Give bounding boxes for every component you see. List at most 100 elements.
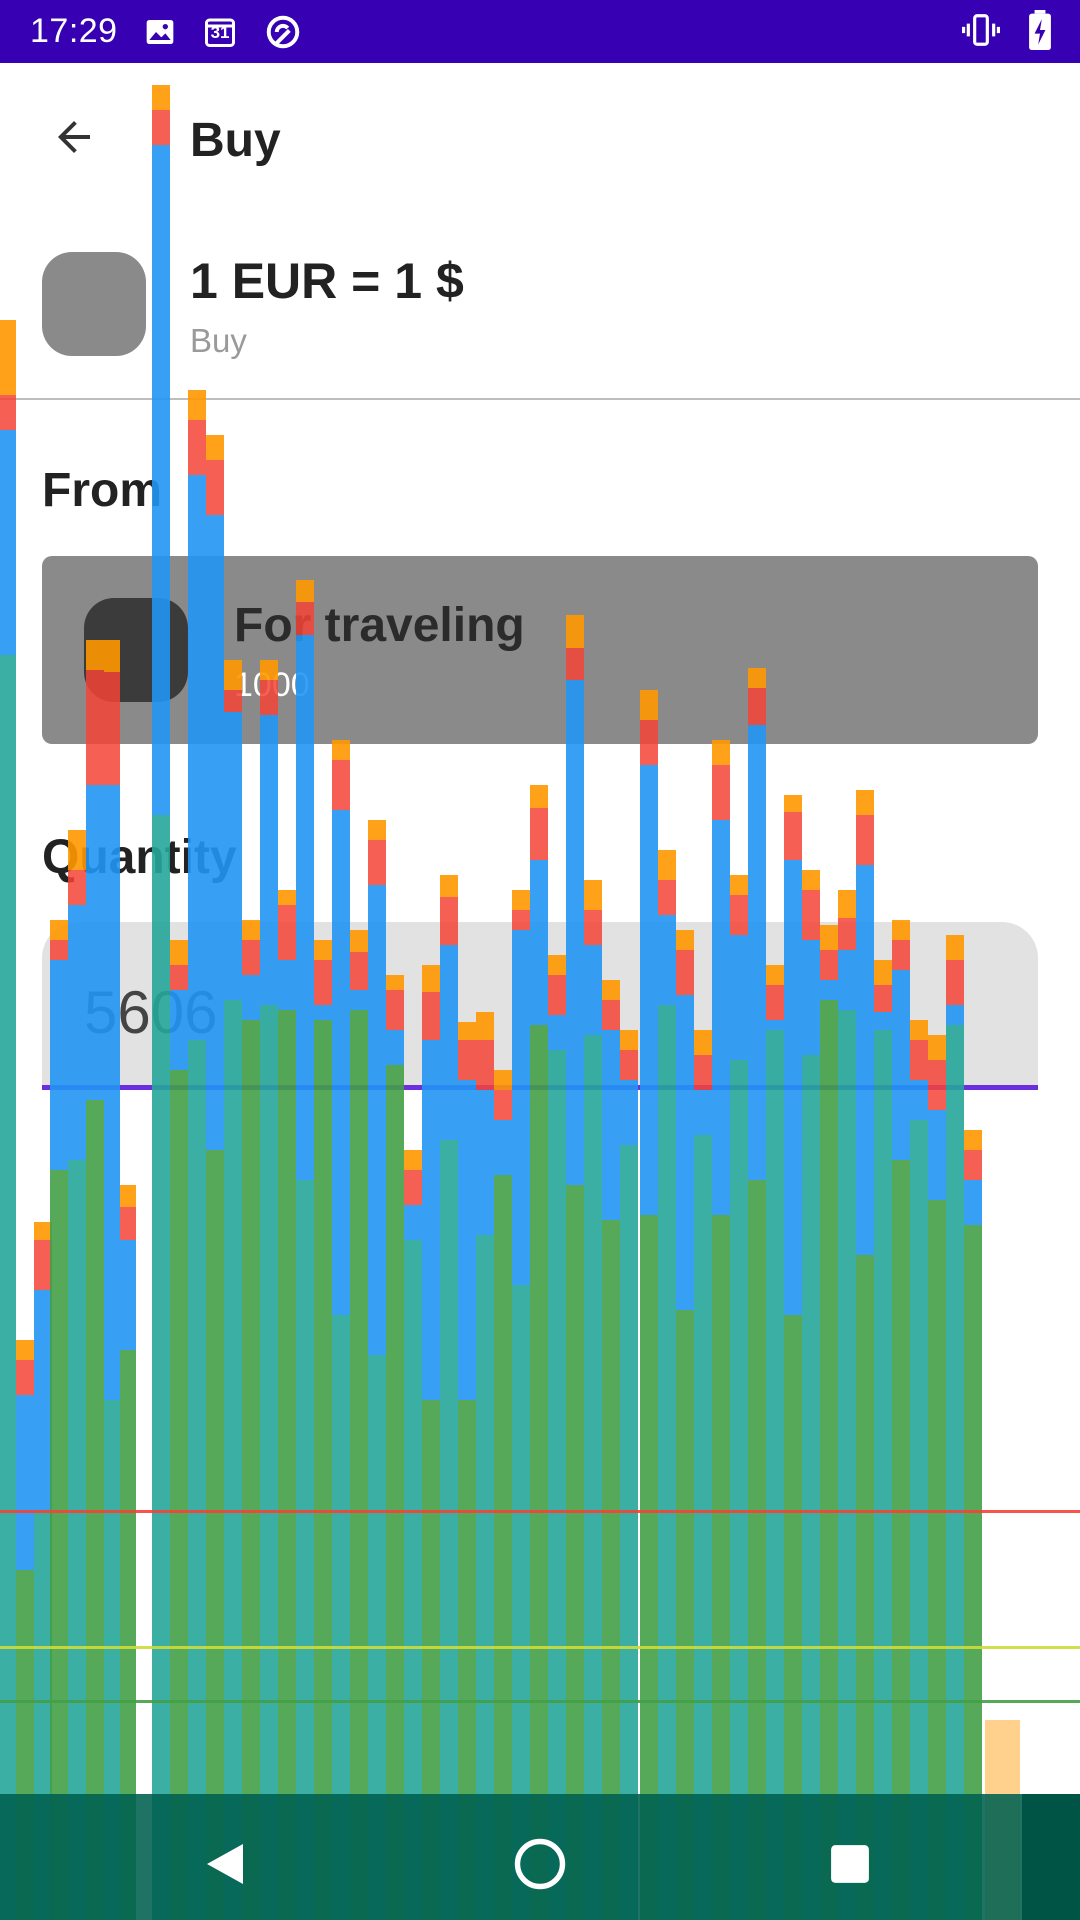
overlay-bar-green bbox=[0, 655, 16, 1920]
overlay-line-red bbox=[0, 1510, 1080, 1513]
overlay-bar-red bbox=[206, 460, 224, 515]
overlay-bar-orange bbox=[404, 1150, 422, 1170]
overlay-line-green bbox=[0, 1700, 1080, 1703]
overlay-bar-orange bbox=[856, 790, 874, 815]
overlay-bar-blue bbox=[34, 1290, 52, 1510]
overlay-bar-red bbox=[784, 812, 802, 860]
account-avatar bbox=[84, 598, 188, 702]
overlay-bar-blue bbox=[120, 1240, 136, 1350]
from-account-card[interactable]: For traveling 1000 bbox=[42, 556, 1038, 744]
divider bbox=[0, 398, 1080, 400]
overlay-bar-blue bbox=[476, 1090, 494, 1235]
overlay-bar-red bbox=[658, 880, 676, 915]
overlay-bar-green bbox=[820, 1000, 838, 1920]
quantity-label: Quantity bbox=[42, 831, 237, 884]
sync-icon bbox=[264, 13, 302, 51]
app-bar: Buy bbox=[0, 63, 1080, 211]
recents-square-icon bbox=[831, 1845, 869, 1883]
overlay-bar-green bbox=[260, 1005, 278, 1920]
overlay-bar-green bbox=[188, 1040, 206, 1920]
home-circle-icon bbox=[514, 1838, 566, 1890]
overlay-bar-red bbox=[368, 840, 386, 885]
status-time: 17:29 bbox=[30, 12, 118, 50]
overlay-bar-blue bbox=[694, 1090, 712, 1135]
overlay-bar-orange bbox=[530, 785, 548, 808]
vibrate-icon bbox=[962, 11, 1000, 54]
overlay-bar-green bbox=[802, 1055, 820, 1920]
overlay-bar-orange bbox=[512, 890, 530, 910]
overlay-bar-orange bbox=[440, 875, 458, 897]
overlay-bar-orange bbox=[188, 390, 206, 420]
overlay-bar-blue bbox=[0, 430, 16, 655]
nav-recents-button[interactable] bbox=[810, 1824, 890, 1904]
back-button[interactable] bbox=[42, 105, 106, 169]
overlay-bar-orange bbox=[802, 870, 820, 890]
overlay-bar-green bbox=[730, 1060, 748, 1920]
arrow-back-icon bbox=[58, 121, 90, 153]
quantity-value: 5606 bbox=[84, 979, 218, 1046]
overlay-bar-blue bbox=[422, 1040, 440, 1400]
quantity-input-underline bbox=[42, 1085, 1038, 1090]
navigation-bar bbox=[0, 1794, 1080, 1920]
overlay-bar-green bbox=[170, 1070, 188, 1920]
overlay-bar-orange bbox=[0, 320, 16, 395]
overlay-bar-orange bbox=[34, 1222, 52, 1240]
overlay-bar-red bbox=[712, 765, 730, 820]
overlay-bar-green bbox=[530, 1025, 548, 1920]
overlay-bar-green bbox=[584, 1035, 602, 1920]
account-name: For traveling bbox=[234, 599, 525, 652]
overlay-bar-green bbox=[874, 1030, 892, 1920]
overlay-bar-red bbox=[404, 1170, 422, 1205]
overlay-bar-blue bbox=[928, 1110, 946, 1200]
overlay-bar-green bbox=[658, 1005, 676, 1920]
overlay-bar-green bbox=[946, 1025, 964, 1920]
overlay-bar-green bbox=[386, 1065, 404, 1920]
overlay-bar-orange bbox=[784, 795, 802, 812]
exchange-rate-subtitle: Buy bbox=[190, 322, 247, 359]
overlay-line-lime bbox=[0, 1646, 1080, 1649]
from-label: From bbox=[42, 464, 162, 517]
overlay-bar-blue bbox=[494, 1120, 512, 1175]
overlay-bar-green bbox=[314, 1020, 332, 1920]
quantity-input[interactable]: 5606 bbox=[42, 922, 1038, 1088]
overlay-bar-red bbox=[494, 1090, 512, 1120]
overlay-bar-red bbox=[0, 395, 16, 430]
overlay-bar-orange bbox=[120, 1185, 136, 1207]
overlay-bar-green bbox=[224, 1000, 242, 1920]
overlay-bar-red bbox=[332, 760, 350, 810]
status-bar: 17:29 31 bbox=[0, 0, 1080, 63]
overlay-bar-red bbox=[120, 1207, 136, 1240]
overlay-bar-green bbox=[766, 1030, 784, 1920]
overlay-bar-green bbox=[838, 1010, 856, 1920]
overlay-bar-blue bbox=[458, 1080, 476, 1400]
overlay-bar-orange bbox=[16, 1340, 34, 1360]
overlay-bar-red bbox=[856, 815, 874, 865]
calendar-day: 31 bbox=[210, 22, 230, 42]
overlay-bar-green bbox=[350, 1010, 368, 1920]
overlay-bar-green bbox=[278, 1010, 296, 1920]
back-triangle-icon bbox=[207, 1844, 243, 1884]
currency-avatar bbox=[42, 252, 146, 356]
overlay-bar-orange bbox=[584, 880, 602, 910]
overlay-bar-red bbox=[530, 808, 548, 860]
overlay-bar-orange bbox=[838, 890, 856, 918]
image-icon bbox=[144, 16, 176, 48]
battery-charging-icon bbox=[1028, 10, 1052, 55]
account-amount: 1000 bbox=[234, 666, 310, 704]
overlay-bar-orange bbox=[658, 850, 676, 880]
calendar-icon: 31 bbox=[202, 13, 238, 51]
overlay-bar-orange bbox=[278, 890, 296, 905]
overlay-bar-red bbox=[16, 1360, 34, 1395]
nav-home-button[interactable] bbox=[500, 1824, 580, 1904]
overlay-bar-orange bbox=[964, 1130, 982, 1150]
overlay-bar-red bbox=[188, 420, 206, 475]
overlay-bar-green bbox=[242, 1020, 260, 1920]
nav-back-button[interactable] bbox=[185, 1824, 265, 1904]
overlay-bar-orange bbox=[368, 820, 386, 840]
page-title: Buy bbox=[190, 114, 281, 167]
overlay-bar-blue bbox=[16, 1395, 34, 1570]
overlay-bar-blue bbox=[964, 1180, 982, 1225]
overlay-bar-red bbox=[964, 1150, 982, 1180]
overlay-bar-red bbox=[34, 1240, 52, 1290]
overlay-bar-green bbox=[548, 1050, 566, 1920]
